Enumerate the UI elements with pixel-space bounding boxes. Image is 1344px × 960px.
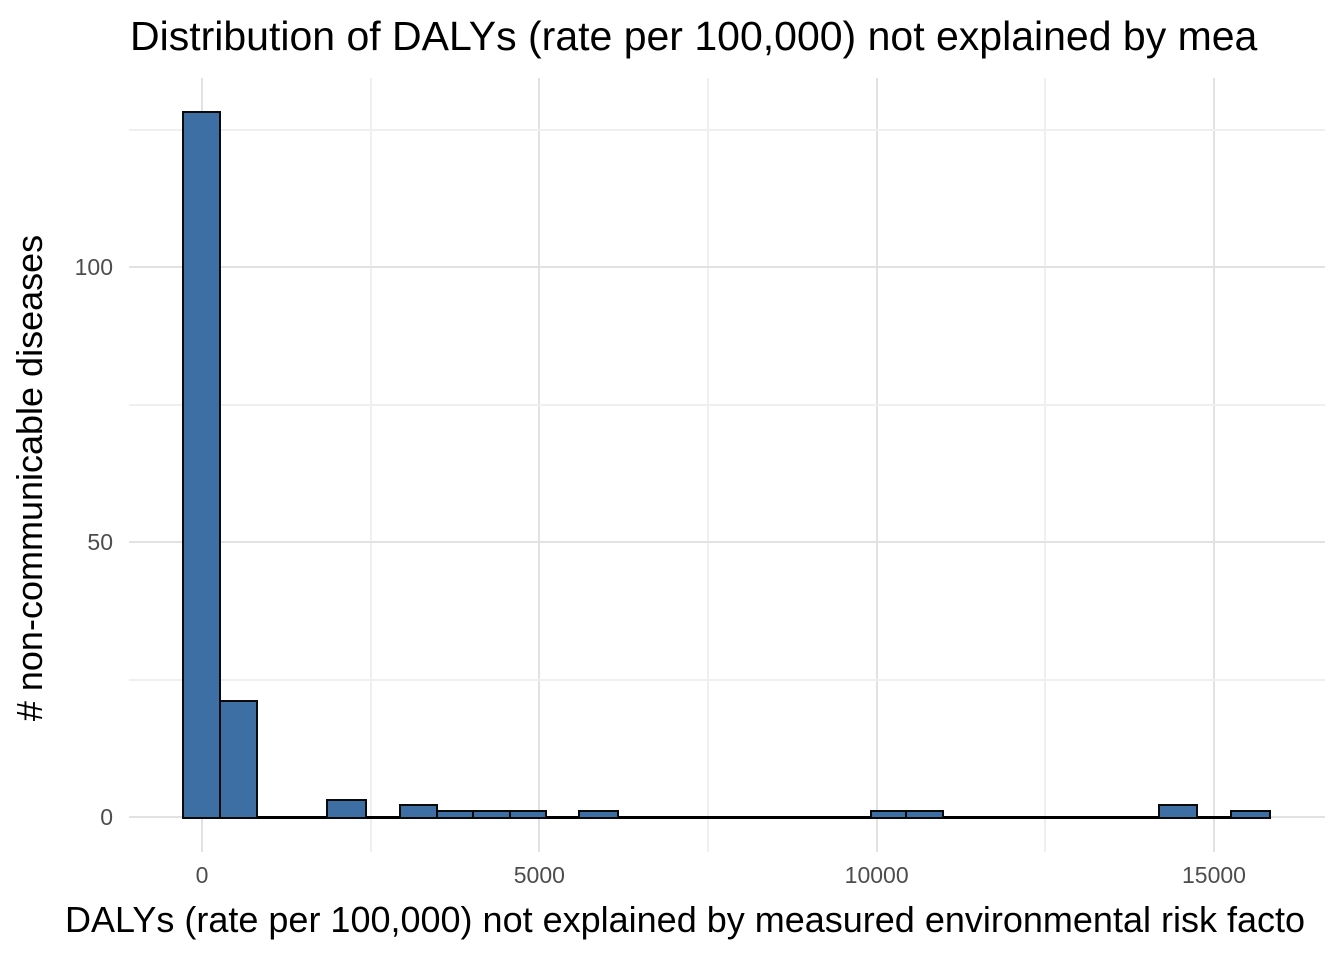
histogram-bar (399, 804, 438, 819)
x-minor-gridline (707, 78, 709, 852)
y-axis-title: # non-communicable diseases (9, 234, 50, 722)
y-major-gridline (129, 266, 1325, 268)
y-minor-gridline (129, 128, 1325, 131)
histogram-bar (508, 809, 548, 819)
y-major-gridline (129, 541, 1325, 543)
x-tick-label: 5000 (513, 862, 565, 888)
histogram-bar (182, 111, 222, 819)
y-minor-gridline (129, 678, 1325, 681)
histogram-bar (1158, 804, 1199, 819)
x-major-gridline (875, 78, 878, 852)
x-axis-title: DALYs (rate per 100,000) not explained b… (65, 899, 1305, 940)
x-minor-gridline (1044, 78, 1047, 852)
y-tick-label: 50 (87, 529, 113, 555)
histogram-bar (1229, 809, 1271, 819)
x-tick-label: 15000 (1182, 862, 1246, 888)
histogram-bar (578, 809, 620, 819)
x-major-gridline (538, 78, 541, 852)
histogram-bar (869, 809, 908, 819)
histogram-bar (435, 809, 474, 819)
histogram-bar (219, 699, 259, 819)
x-tick-label: 0 (195, 862, 209, 888)
x-minor-gridline (369, 78, 372, 852)
histogram-bar (905, 809, 945, 819)
y-tick-label: 100 (74, 254, 113, 280)
chart-title: Distribution of DALYs (rate per 100,000)… (130, 13, 1258, 59)
y-minor-gridline (129, 403, 1325, 406)
plot-panel (129, 78, 1325, 852)
histogram-bar (325, 798, 367, 819)
x-tick-label: 10000 (844, 862, 909, 888)
histogram-bar (471, 809, 511, 819)
x-major-gridline (1213, 78, 1215, 852)
histogram-baseline (182, 816, 1271, 819)
y-tick-label: 0 (100, 804, 113, 830)
